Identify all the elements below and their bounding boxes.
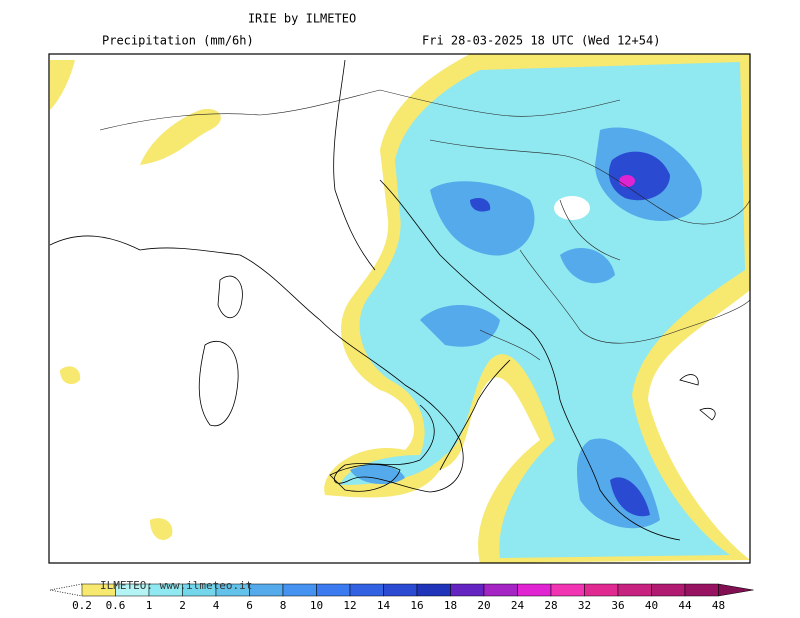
coastline (49, 59, 681, 541)
colorbar-label: 12 (343, 599, 356, 612)
colorbar-box (517, 583, 552, 597)
map (49, 54, 750, 563)
watermark: ILMETEO: www.ilmeteo.it (100, 579, 252, 592)
precip-peak (619, 175, 635, 187)
valid-time: Fri 28-03-2025 18 UTC (Wed 12+54) (422, 34, 660, 48)
colorbar-label: 0.2 (72, 599, 92, 612)
colorbar-label: 16 (410, 599, 423, 612)
colorbar: 0.2 0.6 1 2 4 6 8 10 12 14 16 18 20 24 28 32 36 40 44 48ILM… (49, 579, 754, 612)
precip-heavy (350, 127, 702, 529)
colorbar-label: 24 (511, 599, 525, 612)
colorbar-box (383, 583, 418, 597)
colorbar-box (483, 583, 518, 597)
colorbar-label: 2 (179, 599, 186, 612)
colorbar-label: 18 (444, 599, 457, 612)
colorbar-label: 0.6 (106, 599, 126, 612)
islands (198, 275, 716, 492)
colorbar-label: 44 (678, 599, 692, 612)
colorbar-label: 40 (645, 599, 658, 612)
colorbar-box (349, 583, 384, 597)
colorbar-upper-end (718, 583, 754, 597)
colorbar-box (282, 583, 317, 597)
colorbar-box (550, 583, 585, 597)
colorbar-lower-end (49, 583, 83, 597)
colorbar-box (450, 583, 485, 597)
colorbar-label: 1 (146, 599, 153, 612)
colorbar-box (651, 583, 686, 597)
colorbar-label: 4 (213, 599, 220, 612)
colorbar-box (684, 583, 719, 597)
field-label: Precipitation (mm/6h) (102, 34, 254, 48)
colorbar-box (584, 583, 619, 597)
colorbar-label: 6 (246, 599, 253, 612)
title: IRIE by ILMETEO (248, 12, 356, 26)
colorbar-box (617, 583, 652, 597)
borders (99, 89, 750, 361)
colorbar-label: 10 (310, 599, 323, 612)
dry-patch (554, 196, 590, 220)
colorbar-label: 8 (280, 599, 287, 612)
colorbar-box (316, 583, 351, 597)
colorbar-label: 36 (611, 599, 624, 612)
colorbar-label: 20 (477, 599, 490, 612)
precip-intense (470, 151, 670, 517)
colorbar-box (249, 583, 284, 597)
colorbar-box (416, 583, 451, 597)
colorbar-label: 48 (712, 599, 725, 612)
map-frame (48, 53, 751, 564)
colorbar-label: 28 (544, 599, 557, 612)
colorbar-label: 14 (377, 599, 391, 612)
colorbar-label: 32 (578, 599, 591, 612)
